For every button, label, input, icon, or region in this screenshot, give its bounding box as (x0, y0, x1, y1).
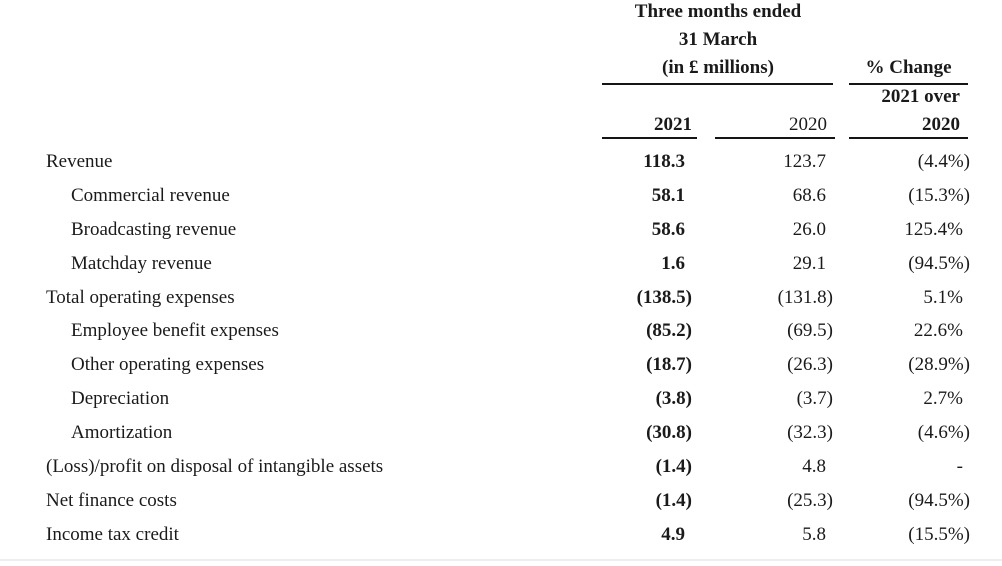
table-body: Revenue 118.3 123.7 (4.4%) Commercial re… (0, 145, 1002, 552)
value-2021: 118.3 (643, 150, 685, 172)
row-label: Other operating expenses (71, 354, 265, 376)
value-2020: 4.8 (802, 456, 826, 478)
value-2021: (85.2) (646, 320, 692, 342)
table-row-net-finance-costs: Net finance costs (1.4) (25.3) (94.5%) (0, 484, 1002, 518)
page-bottom-rule (0, 559, 1002, 561)
table-row-depreciation: Depreciation (3.8) (3.7) 2.7% (0, 382, 1002, 416)
pct-change-underline (849, 83, 968, 85)
value-2020: 29.1 (792, 252, 826, 274)
table-row-broadcasting-revenue: Broadcasting revenue 58.6 26.0 125.4% (0, 213, 1002, 247)
period-header-line2: 31 March (678, 29, 758, 50)
row-label: Amortization (71, 422, 173, 444)
col-2021-underline (602, 137, 697, 139)
value-2021: 4.9 (661, 523, 685, 545)
row-label: Employee benefit expenses (71, 320, 279, 342)
table-row-employee-benefit-expenses: Employee benefit expenses (85.2) (69.5) … (0, 315, 1002, 349)
period-columns-underline (602, 83, 833, 85)
period-header-line1: Three months ended (634, 1, 802, 22)
col-2020-underline (715, 137, 835, 139)
value-change: 125.4% (904, 218, 963, 240)
row-label: Net finance costs (46, 490, 177, 512)
row-label: Broadcasting revenue (71, 218, 237, 240)
value-change: 2.7% (923, 388, 963, 410)
value-2021: (1.4) (655, 456, 692, 478)
value-change: - (956, 456, 963, 478)
row-label: Revenue (46, 150, 113, 172)
table-row-income-tax-credit: Income tax credit 4.9 5.8 (15.5%) (0, 518, 1002, 552)
value-change: 22.6% (913, 320, 963, 342)
value-2020: (3.7) (796, 388, 833, 410)
row-label: Total operating expenses (46, 286, 235, 308)
value-2021: (1.4) (655, 490, 692, 512)
col-change-underline (849, 137, 968, 139)
value-2020: (69.5) (787, 320, 833, 342)
value-2021: (3.8) (655, 388, 692, 410)
table-row-commercial-revenue: Commercial revenue 58.1 68.6 (15.3%) (0, 179, 1002, 213)
value-2021: (138.5) (636, 286, 692, 308)
row-label: Commercial revenue (71, 184, 230, 206)
value-2021: (18.7) (646, 354, 692, 376)
table-row-total-operating-expenses: Total operating expenses (138.5) (131.8)… (0, 281, 1002, 315)
value-2020: 68.6 (792, 184, 826, 206)
table-row-revenue: Revenue 118.3 123.7 (4.4%) (0, 145, 1002, 179)
value-2021: 58.6 (651, 218, 685, 240)
value-2020: (26.3) (787, 354, 833, 376)
value-change: (4.4%) (917, 150, 970, 172)
value-change: (28.9%) (908, 354, 970, 376)
value-2020: 123.7 (783, 150, 826, 172)
value-2021: (30.8) (646, 422, 692, 444)
row-label: Matchday revenue (71, 252, 212, 274)
table-row-other-operating-expenses: Other operating expenses (18.7) (26.3) (… (0, 348, 1002, 382)
value-2020: (131.8) (777, 286, 833, 308)
period-header-units: (in £ millions) (662, 57, 774, 78)
value-change: (4.6%) (917, 422, 970, 444)
value-2021: 58.1 (651, 184, 685, 206)
table-row-disposal-intangible-assets: (Loss)/profit on disposal of intangible … (0, 450, 1002, 484)
value-change: (15.3%) (908, 184, 970, 206)
value-2020: (25.3) (787, 490, 833, 512)
pct-change-subheader-line2: 2020 (922, 114, 960, 135)
value-change: (94.5%) (908, 490, 970, 512)
value-2021: 1.6 (661, 252, 685, 274)
row-label: Depreciation (71, 388, 170, 410)
pct-change-subheader-line1: 2021 over (881, 86, 960, 107)
value-change: (15.5%) (908, 523, 970, 545)
value-2020: 26.0 (792, 218, 826, 240)
pct-change-header: % Change (865, 57, 952, 78)
row-label: Income tax credit (46, 523, 179, 545)
table-row-amortization: Amortization (30.8) (32.3) (4.6%) (0, 416, 1002, 450)
row-label: (Loss)/profit on disposal of intangible … (46, 456, 384, 478)
column-header-2020: 2020 (789, 114, 827, 135)
value-change: (94.5%) (908, 252, 970, 274)
value-2020: 5.8 (802, 523, 826, 545)
value-change: 5.1% (923, 286, 963, 308)
column-header-2021: 2021 (654, 114, 692, 135)
table-row-matchday-revenue: Matchday revenue 1.6 29.1 (94.5%) (0, 247, 1002, 281)
value-2020: (32.3) (787, 422, 833, 444)
